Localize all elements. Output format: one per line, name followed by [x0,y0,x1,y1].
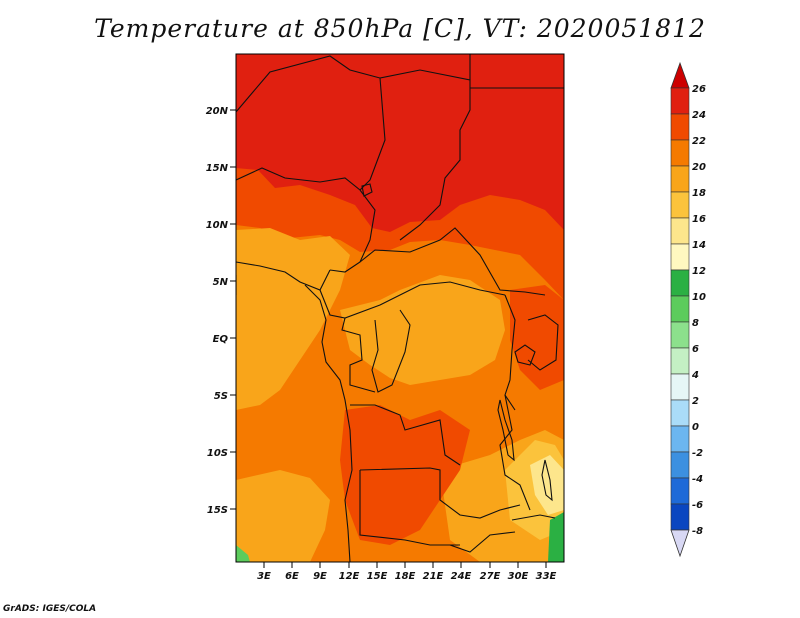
colorbar-segment [670,269,690,297]
colorbar-segment [670,113,690,141]
lake-victoria [514,344,536,366]
colorbar-label: 0 [692,422,699,433]
lon-label: 12E [339,571,360,582]
colorbar-label: 2 [692,396,699,407]
colorbar-label: -6 [692,500,703,511]
lon-label: 30E [508,571,529,582]
colorbar-label: -2 [692,448,703,459]
colorbar-label: 26 [692,84,706,95]
colorbar-segment [670,165,690,193]
border-line [527,314,559,371]
colorbar-segment [670,87,690,115]
border-line [504,294,516,411]
colorbar-segment [670,399,690,427]
colorbar-top-arrow [670,61,690,89]
colorbar-label: 20 [692,162,706,173]
colorbar-bottom-arrow [670,529,690,558]
colorbar-segment [670,321,690,349]
lon-label: 21E [423,571,444,582]
lon-label: 9E [313,571,327,582]
colorbar-segment [670,373,690,401]
border-line [511,514,556,521]
lon-label: 33E [536,571,557,582]
border-line [236,167,376,273]
colorbar-segment [670,243,690,271]
colorbar-label: -4 [692,474,703,485]
border-line [379,69,471,241]
chart-title: Temperature at 850hPa [C], VT: 202005181… [94,14,706,43]
border-line [359,467,521,519]
lat-label: 10S [207,448,228,459]
field-24-26-north [236,54,564,232]
temperature-field [236,54,564,562]
colorbar-label: -8 [692,526,703,537]
country-borders [236,54,564,562]
colorbar-label: 10 [692,292,706,303]
colorbar-label: 6 [692,344,699,355]
colorbar-label: 8 [692,318,699,329]
border-line [319,281,506,319]
lon-label: 24E [451,571,472,582]
colorbar-label: 16 [692,214,706,225]
lat-label: 5N [213,277,229,288]
lake-chad [361,183,373,197]
field-10-12-se [548,512,564,562]
lat-label: 20N [206,106,229,117]
coastline [236,275,353,562]
lat-axis: 20N 15N 10N 5N EQ 5S 10S 15S [206,106,236,516]
lat-label: 10N [206,220,229,231]
border-line [499,394,531,511]
lat-label: 15N [206,163,229,174]
lat-label: 5S [214,391,228,402]
colorbar-label: 12 [692,266,706,277]
border-line [359,227,546,296]
field-18-20-south [236,470,330,562]
colorbar-label: 4 [691,370,699,381]
colorbar-label: 22 [692,136,706,147]
colorbar-label: 24 [692,110,706,121]
lon-label: 27E [480,571,501,582]
border-line [236,55,386,191]
colorbar-segment [670,295,690,323]
lon-label: 3E [257,571,271,582]
colorbar: 26 24 22 20 18 16 14 12 10 8 6 4 2 0 -2 … [670,61,706,558]
map-frame [235,53,565,563]
field-22-24-south [340,405,470,545]
lon-axis: 3E 6E 9E 12E 15E 18E 21E 24E 27E 30E 33E [257,562,557,582]
field-18-20-west [236,228,350,410]
lat-label: EQ [213,334,229,345]
colorbar-segment [670,451,690,479]
border-line [449,531,516,553]
colorbar-segment [670,139,690,167]
colorbar-label: 14 [692,240,706,251]
colorbar-segment [670,503,690,531]
lon-label: 18E [395,571,416,582]
field-10-12-sw [236,545,250,562]
lake-malawi [541,459,553,502]
field-14-16-east [530,455,564,515]
border-line [350,404,461,466]
colorbar-segment [670,217,690,245]
border-line [359,470,460,546]
grads-credit: GrADS: IGES/COLA [3,604,97,614]
field-18-20-congo [340,275,505,385]
lon-label: 6E [285,571,299,582]
border-line [371,309,411,393]
colorbar-segment [670,347,690,375]
colorbar-label: 18 [692,188,706,199]
colorbar-segment [670,477,690,505]
lat-label: 15S [207,505,228,516]
lake-tanganyika [497,399,515,462]
colorbar-segment [670,191,690,219]
colorbar-segment [670,425,690,453]
border-line [341,317,376,393]
border-line [236,261,331,291]
lon-label: 15E [367,571,388,582]
